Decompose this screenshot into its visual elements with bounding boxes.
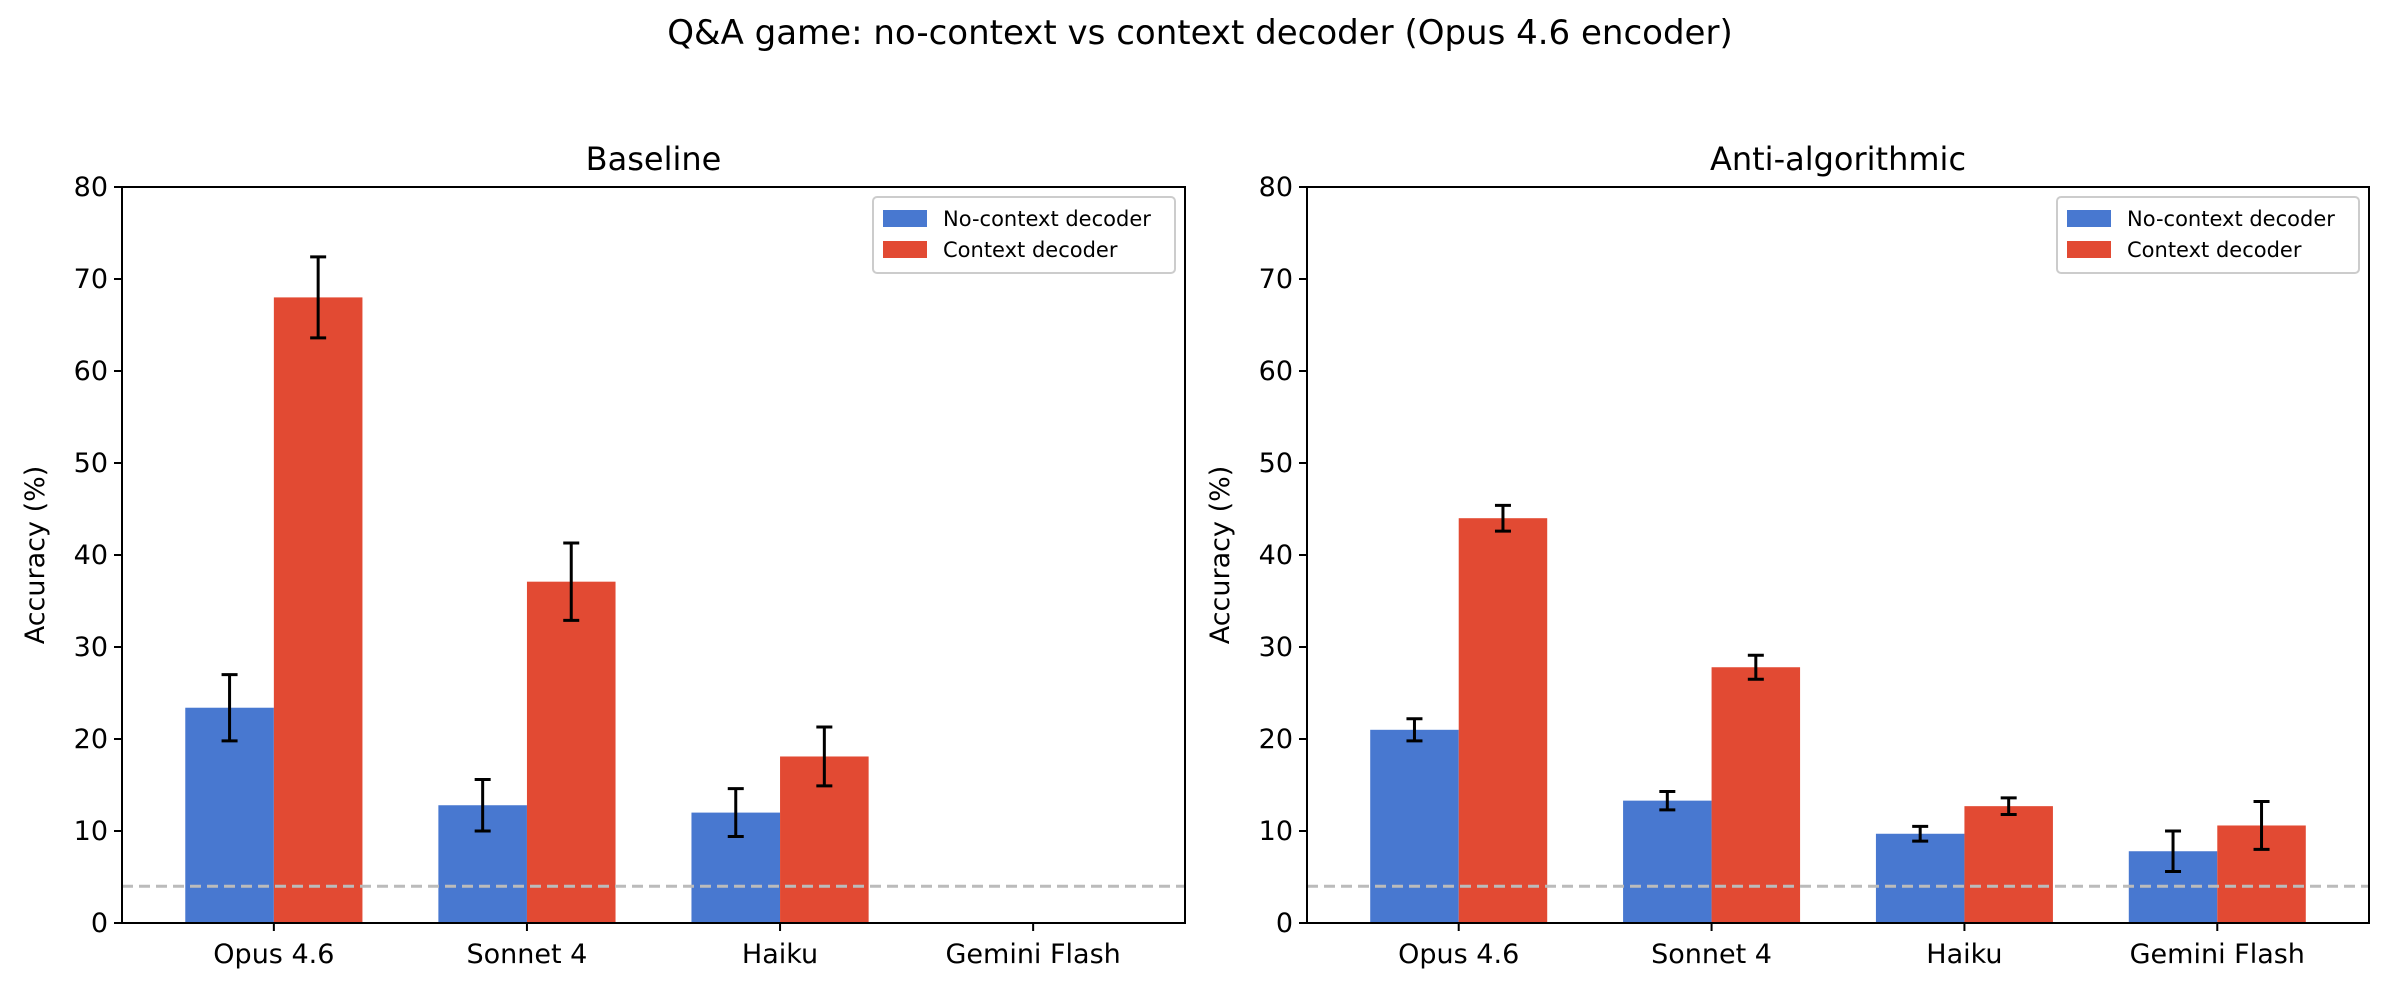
y-tick-label: 30 xyxy=(74,632,108,663)
errorbar-no-context-decoder-sonnet-4 xyxy=(474,777,491,833)
y-tick-label: 70 xyxy=(1259,264,1293,295)
errorbar-no-context-decoder-gemini-flash xyxy=(2165,829,2182,873)
x-tick-label: Haiku xyxy=(1926,939,2002,970)
bar-context-decoder-opus-4-6 xyxy=(1458,518,1548,923)
errorbar-context-decoder-gemini-flash xyxy=(2253,800,2270,851)
x-tick-label: Sonnet 4 xyxy=(1651,939,1772,970)
anti-algorithmic-panel: Anti-algorithmic Accuracy (%) 0 10 20 30 40 50 6… xyxy=(1205,140,2370,970)
y-axis-label: Accuracy (%) xyxy=(20,466,51,645)
y-tick-label: 20 xyxy=(74,724,108,755)
errorbar-context-decoder-sonnet-4 xyxy=(1747,653,1764,681)
y-tick-label: 50 xyxy=(74,448,108,479)
legend-swatch-no-context-decoder xyxy=(2067,210,2111,227)
panel-title: Anti-algorithmic xyxy=(1710,140,1966,178)
y-tick-label: 10 xyxy=(1259,816,1293,847)
y-axis-label: Accuracy (%) xyxy=(1205,466,1236,645)
y-tick-label: 70 xyxy=(74,264,108,295)
y-tick-label: 60 xyxy=(74,356,108,387)
errorbar-no-context-decoder-opus-4-6 xyxy=(1406,717,1423,743)
legend-label-context-decoder: Context decoder xyxy=(943,238,1118,262)
y-tick-label: 10 xyxy=(74,816,108,847)
bar-context-decoder-sonnet-4 xyxy=(1711,667,1801,923)
legend: No-context decoder Context decoder xyxy=(872,196,1176,274)
bar-context-decoder-sonnet-4 xyxy=(526,581,616,923)
legend-swatch-context-decoder xyxy=(2067,241,2111,258)
x-tick-label: Sonnet 4 xyxy=(467,939,588,970)
errorbar-no-context-decoder-sonnet-4 xyxy=(1659,789,1676,812)
y-tick-label: 60 xyxy=(1259,356,1293,387)
x-tick-label: Opus 4.6 xyxy=(1398,939,1519,970)
bar-context-decoder-haiku xyxy=(1964,806,2053,923)
x-tick-label: Gemini Flash xyxy=(2130,939,2305,970)
figure-title: Q&A game: no-context vs context decoder … xyxy=(667,13,1732,53)
legend-swatch-no-context-decoder xyxy=(883,210,927,227)
x-tick-label: Gemini Flash xyxy=(945,939,1120,970)
y-tick-label: 40 xyxy=(74,540,108,571)
legend-box xyxy=(2056,196,2360,274)
errorbar-no-context-decoder-opus-4-6 xyxy=(221,673,238,743)
panel-title: Baseline xyxy=(586,140,722,178)
bar-no-context-decoder-opus-4-6 xyxy=(1370,729,1459,923)
errorbar-context-decoder-haiku xyxy=(2000,796,2017,816)
y-tick-label: 40 xyxy=(1259,540,1293,571)
errorbar-context-decoder-opus-4-6 xyxy=(310,255,327,340)
y-tick-label: 80 xyxy=(74,172,108,203)
baseline-panel: Baseline Accuracy (%) 0 10 20 30 40 50 60 70 80 Opu… xyxy=(20,140,1186,970)
bar-no-context-decoder-sonnet-4 xyxy=(1623,800,1712,923)
y-tick-label: 0 xyxy=(91,908,108,939)
errorbar-context-decoder-opus-4-6 xyxy=(1494,503,1511,533)
legend-label-no-context-decoder: No-context decoder xyxy=(2127,207,2335,231)
errorbar-context-decoder-haiku xyxy=(816,725,833,788)
y-tick-label: 0 xyxy=(1276,908,1293,939)
y-tick-label: 30 xyxy=(1259,632,1293,663)
legend-swatch-context-decoder xyxy=(883,241,927,258)
x-tick-label: Haiku xyxy=(742,939,818,970)
legend: No-context decoder Context decoder xyxy=(2056,196,2360,274)
y-tick-label: 80 xyxy=(1259,172,1293,203)
legend-box xyxy=(872,196,1176,274)
bar-context-decoder-opus-4-6 xyxy=(273,297,363,923)
legend-label-no-context-decoder: No-context decoder xyxy=(943,207,1151,231)
x-tick-label: Opus 4.6 xyxy=(213,939,334,970)
errorbar-context-decoder-sonnet-4 xyxy=(563,541,580,622)
y-tick-label: 20 xyxy=(1259,724,1293,755)
legend-label-context-decoder: Context decoder xyxy=(2127,238,2302,262)
y-tick-label: 50 xyxy=(1259,448,1293,479)
bar-no-context-decoder-haiku xyxy=(1875,833,1965,923)
errorbar-no-context-decoder-haiku xyxy=(727,787,744,839)
errorbar-no-context-decoder-haiku xyxy=(1912,824,1929,843)
